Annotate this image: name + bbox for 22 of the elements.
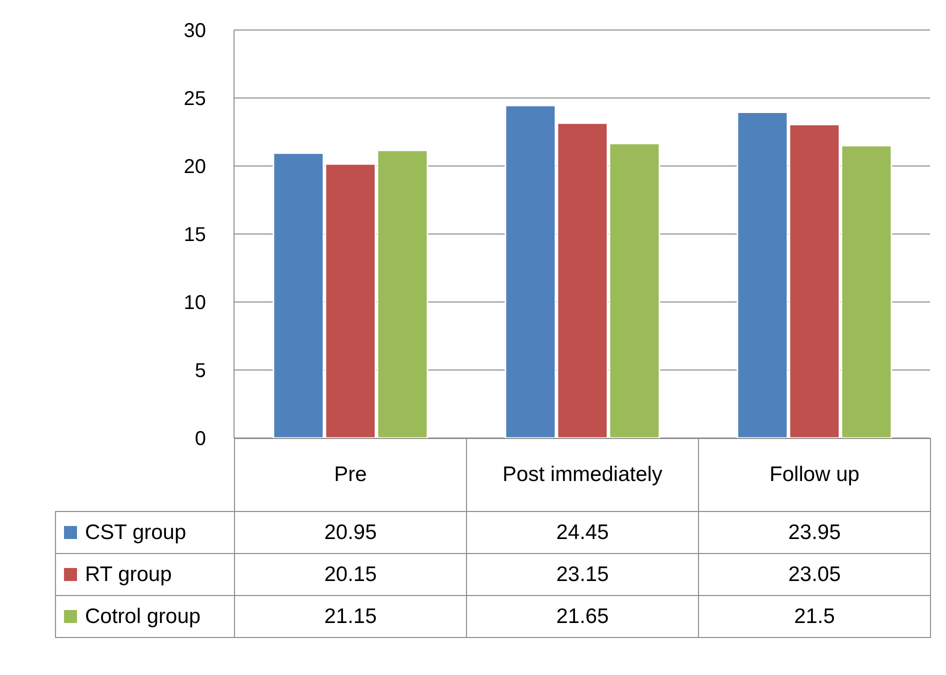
y-tick-label: 5 xyxy=(194,360,206,382)
data-label: 21.65 xyxy=(466,596,698,638)
y-tick-label: 30 xyxy=(184,20,206,42)
y-tick-label: 25 xyxy=(184,88,206,110)
x-tick-label: Follow up xyxy=(768,463,860,487)
data-label: 24.45 xyxy=(466,512,698,554)
legend-label: Cotrol group xyxy=(56,596,234,638)
y-tick-label: 10 xyxy=(184,292,206,314)
data-label: 20.95 xyxy=(234,512,466,554)
data-label: 21.15 xyxy=(234,596,466,638)
y-tick-label: 20 xyxy=(184,156,206,178)
legend-label: RT group xyxy=(56,554,234,596)
y-tick-label: 0 xyxy=(194,428,206,450)
data-label: 23.15 xyxy=(466,554,698,596)
x-tick-label: Post immediately xyxy=(502,463,662,487)
data-label: 23.95 xyxy=(698,512,930,554)
data-label: 21.5 xyxy=(698,596,930,638)
legend-label: CST group xyxy=(56,512,234,554)
y-tick-label: 15 xyxy=(184,224,206,246)
x-tick-label: Pre xyxy=(333,463,368,487)
data-label: 20.15 xyxy=(234,554,466,596)
data-label: 23.05 xyxy=(698,554,930,596)
